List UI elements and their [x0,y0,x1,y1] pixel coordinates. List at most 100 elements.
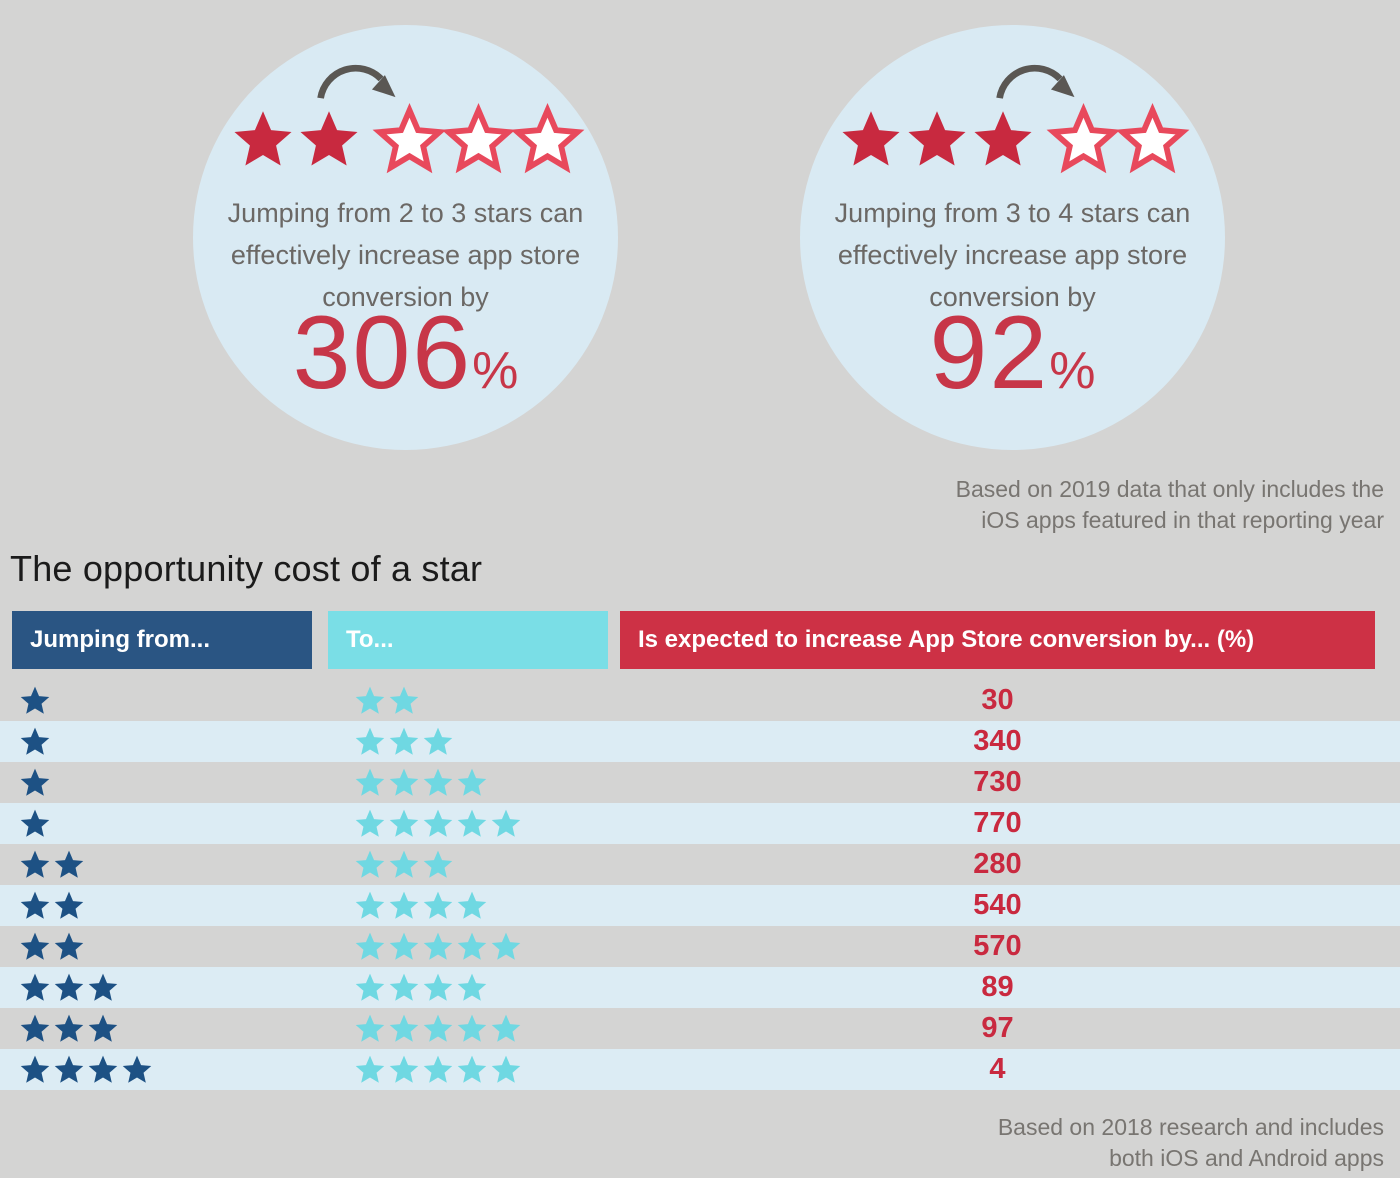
star-icon [355,850,385,878]
star-icon [355,809,385,837]
star-icon [54,973,84,1001]
star-icon [491,932,521,960]
conversion-value: 730 [973,766,1022,798]
table-header: Jumping from... To... Is expected to inc… [0,611,1400,669]
conversion-value: 570 [973,930,1022,962]
column-header-conversion: Is expected to increase App Store conver… [620,611,1375,669]
star-icon [389,686,419,714]
star-icon [355,1014,385,1042]
star-icon [54,850,84,878]
to-stars [353,1008,523,1049]
star-icon [299,111,358,166]
star-icon [355,768,385,796]
star-icon [389,891,419,919]
table-row: 570 [0,926,1400,967]
star-icon [54,891,84,919]
star-icon [457,973,487,1001]
star-icon [20,809,50,837]
to-stars [353,803,523,844]
star-icon [355,973,385,1001]
star-icon [457,891,487,919]
star-icon [54,1014,84,1042]
star-icon [20,973,50,1001]
star-icon [355,686,385,714]
star-icon [423,973,453,1001]
stat-description: Jumping from 2 to 3 stars can effectivel… [227,198,584,312]
from-stars [18,967,120,1008]
conversion-value: 280 [973,848,1022,880]
star-icon [20,768,50,796]
star-icon [355,727,385,755]
star-icon [54,1055,84,1083]
from-stars [18,926,86,967]
star-icon [20,686,50,714]
rating-stars-3-to-4 [800,102,1225,175]
star-icon [423,850,453,878]
star-icon [1046,102,1121,173]
star-icon [20,1014,50,1042]
table-row: 89 [0,967,1400,1008]
star-icon [20,891,50,919]
star-icon [423,1014,453,1042]
stat-number: 92 [929,295,1050,411]
star-icon [423,1055,453,1083]
star-icon [423,768,453,796]
to-stars [353,721,455,762]
table-row: 4 [0,1049,1400,1090]
data-source-note-bottom: Based on 2018 research and includes both… [998,1112,1384,1174]
star-icon [389,932,419,960]
star-icon [423,727,453,755]
from-stars [18,1008,120,1049]
conversion-value: 30 [981,684,1014,716]
conversion-value: 89 [981,971,1014,1003]
conversion-value: 97 [981,1012,1014,1044]
star-icon [1115,102,1190,173]
to-stars [353,926,523,967]
star-icon [389,727,419,755]
conversion-value: 340 [973,725,1022,757]
to-stars [353,680,421,721]
star-icon [423,932,453,960]
star-icon [389,850,419,878]
from-stars [18,844,86,885]
table-row: 540 [0,885,1400,926]
star-icon [974,111,1032,166]
to-stars [353,844,455,885]
stat-circle-3-to-4: Jumping from 3 to 4 stars can effectivel… [800,25,1225,450]
star-icon [20,850,50,878]
star-icon [88,973,118,1001]
table-row: 30 [0,680,1400,721]
star-icon [491,1055,521,1083]
star-icon [389,768,419,796]
star-icon [423,809,453,837]
star-icon [122,1055,152,1083]
jump-arrow-icon [996,64,1075,99]
star-icon [510,102,584,173]
star-icon [457,1014,487,1042]
from-stars [18,762,52,803]
conversion-value: 540 [973,889,1022,921]
star-icon [423,891,453,919]
to-stars [353,762,489,803]
rating-stars-2-to-3 [193,102,618,175]
star-icon [457,768,487,796]
star-icon [908,111,966,166]
table-row: 280 [0,844,1400,885]
to-stars [353,967,489,1008]
star-icon [491,809,521,837]
column-header-jumping-from: Jumping from... [12,611,312,669]
to-stars [353,885,489,926]
table-body: 30 340 730 770 280 540 570 89 97 4 [0,680,1400,1090]
stat-value: 306% [193,301,618,405]
from-stars [18,1049,154,1090]
star-icon [355,1055,385,1083]
table-row: 340 [0,721,1400,762]
from-stars [18,803,52,844]
star-icon [355,891,385,919]
column-header-to: To... [328,611,608,669]
star-icon [54,932,84,960]
section-title: The opportunity cost of a star [10,548,483,589]
star-icon [389,1014,419,1042]
stat-circle-2-to-3: Jumping from 2 to 3 stars can effectivel… [193,25,618,450]
